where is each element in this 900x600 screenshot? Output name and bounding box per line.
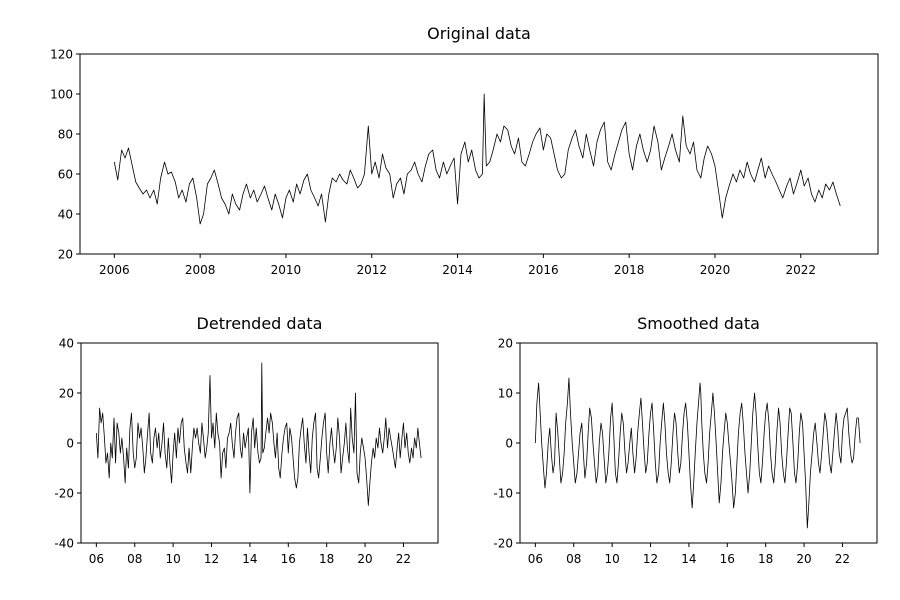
detrended-y-tick-label: 0 [66, 437, 74, 451]
smoothed-y-tick-label: 0 [505, 437, 513, 451]
smoothed-x-tick-label: 08 [566, 552, 581, 566]
smoothed-x-tick-label: 14 [681, 552, 696, 566]
detrended-y-tick-label: 40 [59, 337, 74, 351]
original-x-tick-label: 2012 [356, 263, 387, 277]
smoothed-y-tick-label: -10 [493, 487, 513, 501]
smoothed-x-tick-label: 16 [720, 552, 735, 566]
detrended-x-tick-label: 08 [127, 552, 142, 566]
original-data-title: Original data [427, 24, 531, 43]
original-y-tick-label: 100 [50, 88, 73, 102]
original-data-panel: Original data 20 40 60 80 100 120 2006 2008 2010… [50, 24, 879, 277]
smoothed-x-tick-label: 22 [835, 552, 850, 566]
detrended-series-line [95, 362, 422, 506]
original-y-tick-label: 20 [58, 248, 73, 262]
detrended-y-tick-label: -40 [54, 537, 74, 551]
detrended-x-tick-label: 16 [281, 552, 296, 566]
detrended-x-tick-label: 14 [242, 552, 257, 566]
original-axes-frame [79, 53, 879, 255]
original-x-tick-label: 2010 [271, 263, 302, 277]
detrended-y-tick-label: 20 [59, 387, 74, 401]
original-x-tick-label: 2014 [442, 263, 473, 277]
smoothed-axes-frame [519, 342, 878, 544]
smoothed-x-tick-label: 18 [758, 552, 773, 566]
original-x-tick-label: 2016 [528, 263, 559, 277]
original-x-tick-label: 2006 [99, 263, 130, 277]
original-x-tick-label: 2008 [185, 263, 216, 277]
detrended-x-tick-label: 22 [396, 552, 411, 566]
detrended-x-tick-label: 20 [357, 552, 372, 566]
original-y-tick-label: 60 [58, 168, 73, 182]
original-y-tick-label: 40 [58, 208, 73, 222]
smoothed-series-line [534, 377, 861, 529]
smoothed-x-tick-label: 10 [604, 552, 619, 566]
detrended-x-tick-label: 12 [204, 552, 219, 566]
smoothed-x-tick-label: 20 [796, 552, 811, 566]
detrended-x-tick-label: 10 [165, 552, 180, 566]
original-series-line [113, 93, 841, 225]
original-x-tick-label: 2020 [700, 263, 731, 277]
detrended-data-panel: Detrended data -40 -20 0 20 40 06 08 10 12 14 16 18… [54, 314, 439, 566]
detrended-x-tick-label: 18 [319, 552, 334, 566]
detrended-data-title: Detrended data [197, 314, 323, 333]
original-y-tick-label: 80 [58, 128, 73, 142]
original-x-tick-label: 2022 [786, 263, 817, 277]
detrended-axes-frame [80, 342, 439, 544]
smoothed-x-tick-label: 06 [528, 552, 543, 566]
smoothed-data-panel: Smoothed data -20 -10 0 10 20 06 08 10 12 14 16 18 2… [493, 314, 878, 566]
detrended-y-tick-label: -20 [54, 487, 74, 501]
smoothed-y-tick-label: -20 [493, 537, 513, 551]
original-x-tick-label: 2018 [614, 263, 645, 277]
original-y-tick-label: 120 [50, 48, 73, 62]
smoothed-y-tick-label: 20 [498, 337, 513, 351]
detrended-x-tick-label: 06 [89, 552, 104, 566]
smoothed-x-tick-label: 12 [643, 552, 658, 566]
smoothed-data-title: Smoothed data [637, 314, 760, 333]
smoothed-y-tick-label: 10 [498, 387, 513, 401]
